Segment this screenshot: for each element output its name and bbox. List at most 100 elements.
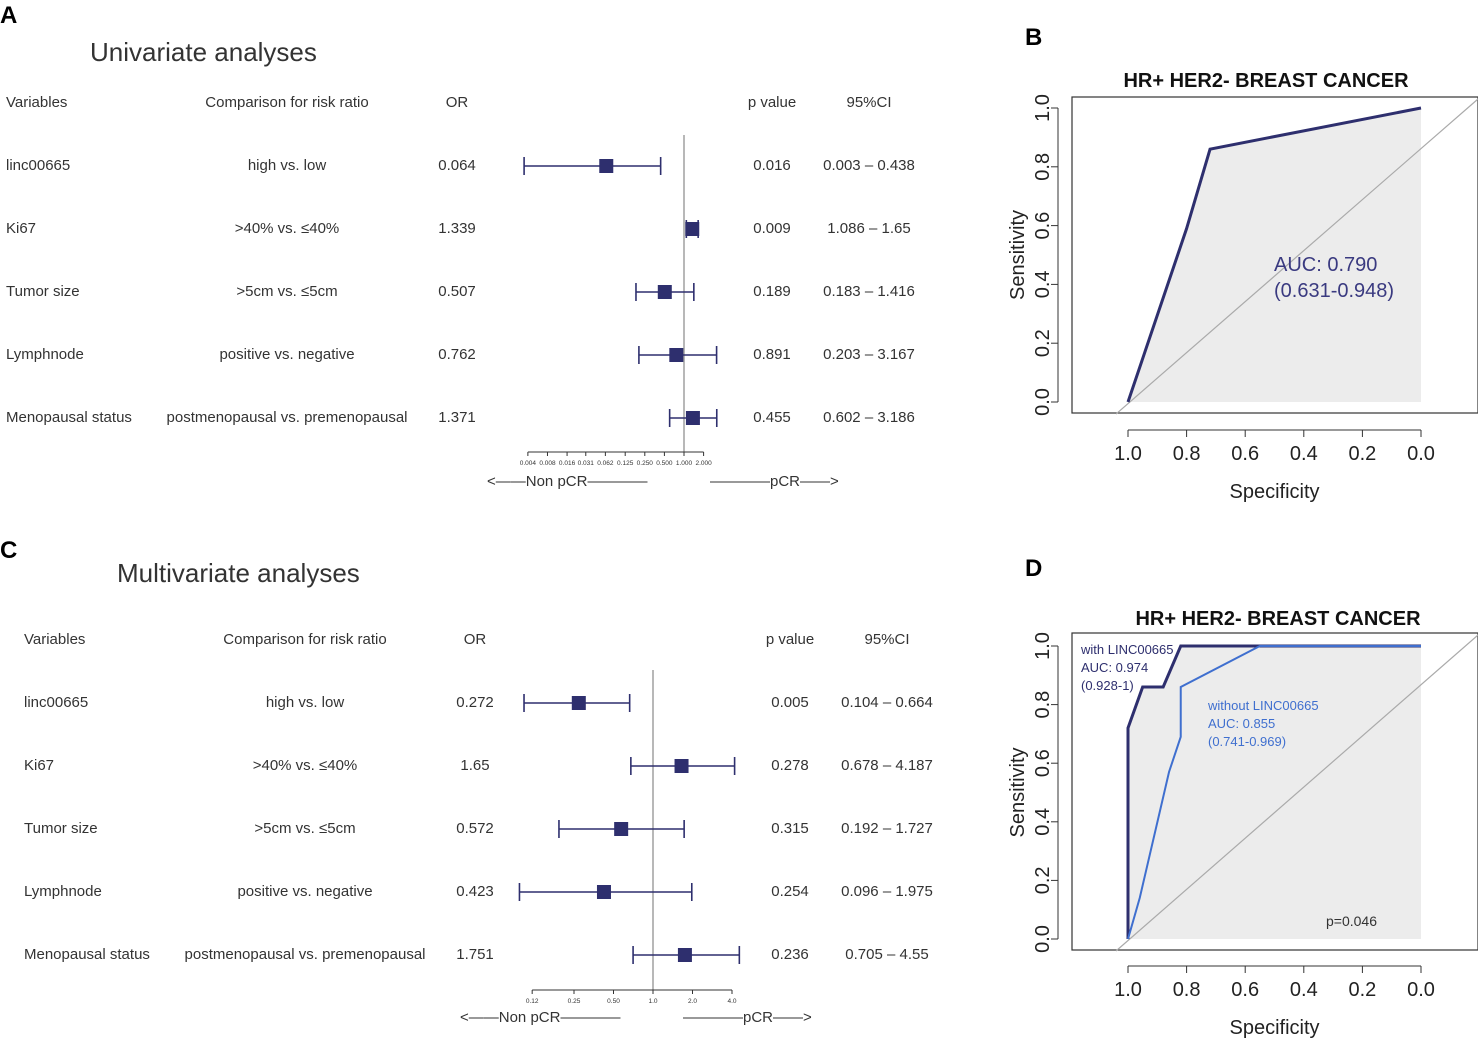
row-ci: 0.096 – 1.975 bbox=[841, 883, 933, 900]
y-tick-label: 0.4 bbox=[1032, 270, 1054, 298]
row-ci: 1.086 – 1.65 bbox=[827, 220, 911, 237]
x-tick-label: 0.12 bbox=[526, 998, 539, 1005]
row-comparison: >5cm vs. ≤5cm bbox=[254, 820, 356, 837]
or-point bbox=[657, 285, 672, 299]
y-tick-label: 1.0 bbox=[1032, 94, 1054, 122]
row-or: 0.064 bbox=[438, 157, 476, 174]
row-or: 1.371 bbox=[438, 409, 476, 426]
legend-with-linc00665: with LINC00665 bbox=[1080, 642, 1174, 657]
row-p: 0.254 bbox=[771, 883, 809, 900]
header-ci: 95%CI bbox=[864, 631, 910, 648]
row-p: 0.236 bbox=[771, 946, 809, 963]
row-or: 0.272 bbox=[456, 694, 494, 711]
auc-label: AUC: 0.790 bbox=[1274, 254, 1377, 276]
header-or: OR bbox=[445, 94, 469, 111]
row-variable: linc00665 bbox=[24, 694, 89, 711]
x-tick-label: 0.6 bbox=[1231, 443, 1259, 465]
row-p: 0.315 bbox=[771, 820, 809, 837]
chart-title: HR+ HER2- BREAST CANCER bbox=[1135, 608, 1421, 630]
y-axis-label: Sensitivity bbox=[1007, 747, 1029, 837]
row-ci: 0.183 – 1.416 bbox=[823, 283, 915, 300]
roc-line-primary bbox=[1126, 644, 1421, 939]
roc-line-primary bbox=[1126, 106, 1422, 403]
row-variable: Menopausal status bbox=[24, 946, 150, 963]
panel-label-a: A bbox=[0, 2, 18, 29]
x-tick-label: 0.0 bbox=[1407, 979, 1435, 1001]
x-tick-label: 1.0 bbox=[648, 998, 657, 1005]
diagonal-line bbox=[1115, 634, 1478, 952]
row-ci: 0.192 – 1.727 bbox=[841, 820, 933, 837]
row-comparison: positive vs. negative bbox=[237, 883, 373, 900]
header-ci: 95%CI bbox=[846, 94, 892, 111]
row-p: 0.189 bbox=[753, 283, 791, 300]
x-tick-label: 0.25 bbox=[568, 998, 581, 1005]
y-tick-label: 1.0 bbox=[1032, 632, 1054, 660]
row-variable: linc00665 bbox=[6, 157, 71, 174]
row-ci: 0.203 – 3.167 bbox=[823, 346, 915, 363]
forest-plot-a: 0.004 0.008 0.016 0.031 0.062 0.125 0.250 0.500… bbox=[520, 135, 718, 467]
y-tick-label: 0.8 bbox=[1032, 153, 1054, 181]
x-tick-label: 2.000 bbox=[695, 460, 712, 467]
row-variable: Menopausal status bbox=[6, 409, 132, 426]
x-tick-label: 0.016 bbox=[559, 460, 576, 467]
legend-without-linc00665: without LINC00665 bbox=[1207, 698, 1319, 713]
x-tick-label: 0.6 bbox=[1231, 979, 1259, 1001]
row-p: 0.005 bbox=[771, 694, 809, 711]
row-variable: Ki67 bbox=[6, 220, 37, 237]
row-variable: Tumor size bbox=[24, 820, 98, 837]
x-tick-label: 0.031 bbox=[578, 460, 595, 467]
row-or: 1.751 bbox=[456, 946, 494, 963]
y-tick-label: 0.8 bbox=[1032, 691, 1054, 719]
row-or: 0.572 bbox=[456, 820, 494, 837]
row-p: 0.891 bbox=[753, 346, 791, 363]
row-p: 0.278 bbox=[771, 757, 809, 774]
row-ci: 0.104 – 0.664 bbox=[841, 694, 933, 711]
row-or: 0.762 bbox=[438, 346, 476, 363]
non-pcr-arrow: <——Non pCR———— bbox=[487, 473, 648, 490]
row-comparison: >40% vs. ≤40% bbox=[234, 220, 340, 237]
row-comparison: positive vs. negative bbox=[219, 346, 355, 363]
pcr-arrow: ————pCR——> bbox=[710, 473, 839, 490]
row-p: 0.455 bbox=[753, 409, 791, 426]
x-tick-label: 1.000 bbox=[676, 460, 693, 467]
x-axis-label: Specificity bbox=[1229, 481, 1319, 503]
forest-title: Multivariate analyses bbox=[117, 558, 360, 588]
row-or: 1.65 bbox=[460, 757, 490, 774]
header-p: p value bbox=[747, 94, 797, 111]
or-point bbox=[669, 348, 684, 362]
x-tick-label: 0.0 bbox=[1407, 443, 1435, 465]
x-tick-label: 0.4 bbox=[1290, 979, 1318, 1001]
x-tick-label: 0.8 bbox=[1173, 443, 1201, 465]
x-tick-label: 0.008 bbox=[539, 460, 556, 467]
x-axis-label: Specificity bbox=[1229, 1017, 1319, 1039]
panel-label-b: B bbox=[1025, 24, 1043, 51]
row-p: 0.016 bbox=[753, 157, 791, 174]
header-p: p value bbox=[765, 631, 815, 648]
row-comparison: >5cm vs. ≤5cm bbox=[236, 283, 338, 300]
auc-ci-label: (0.631-0.948) bbox=[1274, 280, 1394, 302]
or-point bbox=[685, 222, 700, 236]
x-tick-label: 1.0 bbox=[1114, 979, 1142, 1001]
or-point bbox=[677, 948, 692, 962]
row-ci: 0.003 – 0.438 bbox=[823, 157, 915, 174]
x-tick-label: 2.0 bbox=[688, 998, 697, 1005]
row-variable: Lymphnode bbox=[6, 346, 84, 363]
x-tick-label: 0.004 bbox=[520, 460, 537, 467]
or-point bbox=[596, 885, 611, 899]
legend-with-linc00665: (0.928-1) bbox=[1081, 678, 1134, 693]
row-ci: 0.705 – 4.55 bbox=[845, 946, 929, 963]
y-tick-label: 0.6 bbox=[1032, 212, 1054, 240]
row-comparison: high vs. low bbox=[247, 157, 327, 174]
header-comparison: Comparison for risk ratio bbox=[205, 94, 369, 111]
or-point bbox=[685, 411, 700, 425]
auc-shade bbox=[1128, 646, 1421, 939]
x-tick-label: 0.062 bbox=[597, 460, 614, 467]
legend-with-linc00665: AUC: 0.974 bbox=[1081, 660, 1148, 675]
row-comparison: postmenopausal vs. premenopausal bbox=[166, 409, 408, 426]
x-tick-label: 0.8 bbox=[1173, 979, 1201, 1001]
row-variable: Lymphnode bbox=[24, 883, 102, 900]
p-value-label: p=0.046 bbox=[1326, 913, 1377, 929]
row-comparison: >40% vs. ≤40% bbox=[252, 757, 358, 774]
row-comparison: high vs. low bbox=[265, 694, 345, 711]
row-ci: 0.678 – 4.187 bbox=[841, 757, 933, 774]
